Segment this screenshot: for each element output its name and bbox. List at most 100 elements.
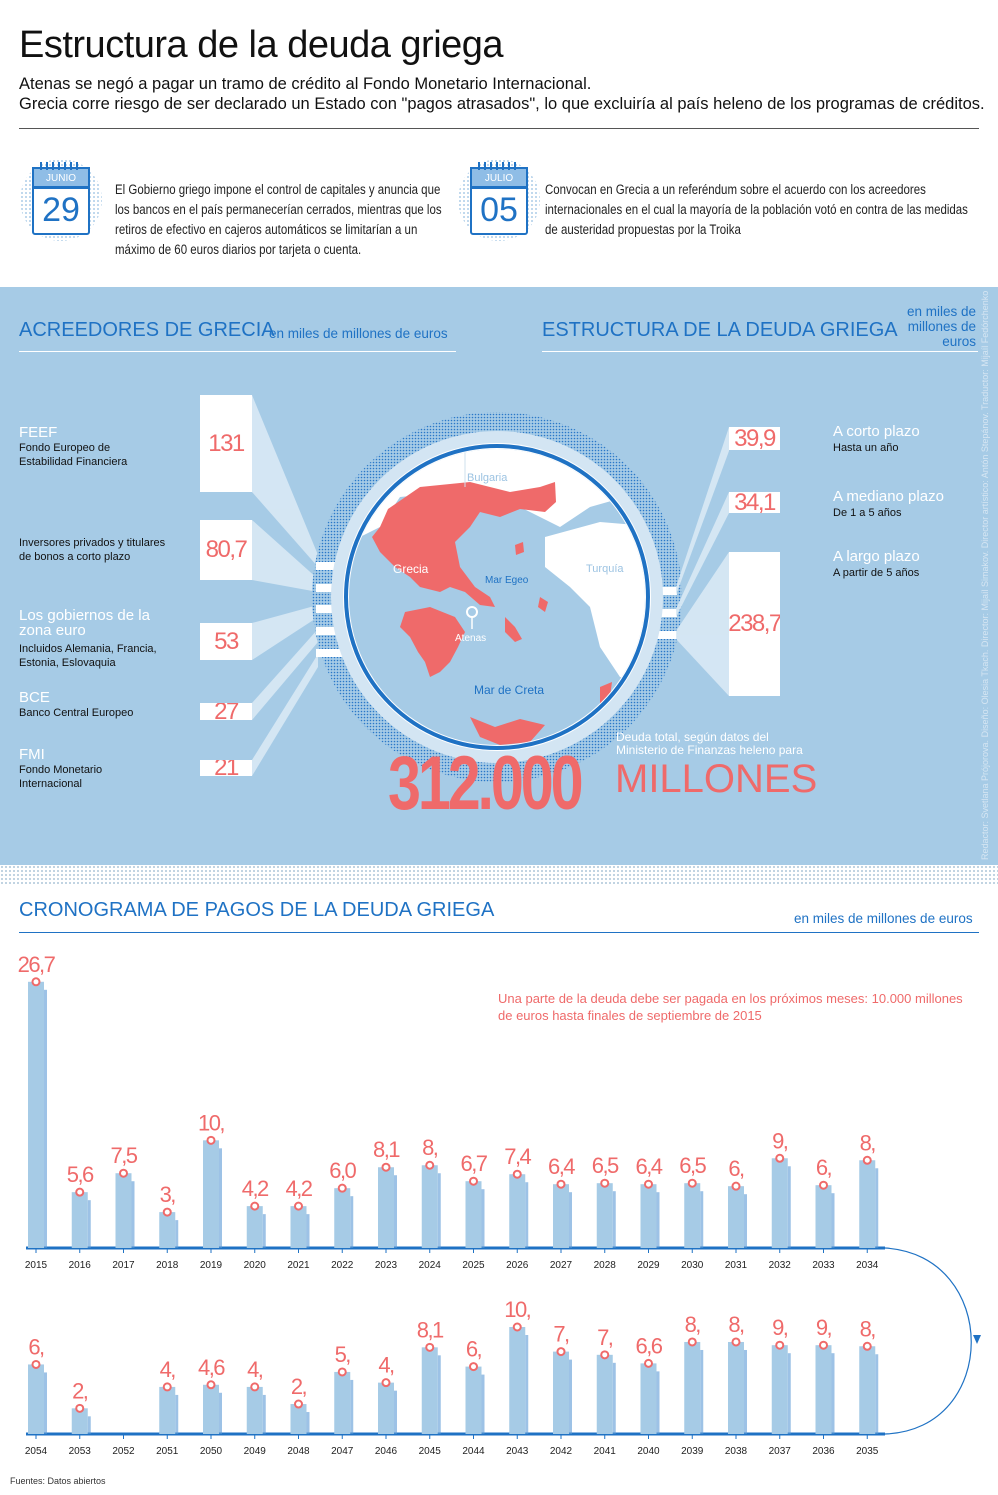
bar-shadow <box>656 1371 660 1434</box>
chart-annotation: Una parte de la deuda debe ser pagada en… <box>498 991 963 1023</box>
bar <box>203 1140 219 1248</box>
bar-shadow <box>262 1214 266 1248</box>
creditor-value: 27 <box>200 703 252 720</box>
value-label: 5,6 <box>67 1162 94 1187</box>
divider <box>19 128 979 129</box>
bar <box>71 1408 88 1434</box>
value-label: 7,5 <box>110 1143 137 1168</box>
bar <box>859 1346 876 1434</box>
year-label: 2022 <box>331 1260 354 1271</box>
bar-shadow <box>481 1189 485 1248</box>
map-and-funnels: Bulgaria Grecia Mar Egeo Turquía Atenas … <box>252 395 729 782</box>
bar-shadow <box>787 1353 791 1434</box>
bar-shadow <box>656 1192 660 1248</box>
bar <box>771 1345 788 1434</box>
event-text: El Gobierno griego impone el control de … <box>115 182 442 257</box>
year-label: 2048 <box>287 1446 310 1457</box>
bar <box>771 1158 788 1248</box>
total-note: Deuda total, según datos del Ministerio … <box>616 730 803 757</box>
value-label: 7, <box>553 1322 569 1347</box>
bar <box>553 1184 569 1248</box>
value-label: 2, <box>291 1374 307 1399</box>
value-label: 7, <box>597 1325 613 1350</box>
bar <box>334 1188 351 1248</box>
value-label: 8, <box>860 1316 876 1341</box>
value-label: 4, <box>247 1357 263 1382</box>
creditor-value: 21 <box>200 760 252 776</box>
value-label: 9, <box>816 1315 832 1340</box>
bar <box>728 1186 744 1248</box>
bar-point <box>819 1180 828 1190</box>
year-label: 2023 <box>375 1260 398 1271</box>
calendar-month: JUNIO <box>46 173 76 184</box>
year-label: 2017 <box>112 1260 135 1271</box>
bar-point <box>75 1403 85 1413</box>
bar-point <box>425 1342 435 1352</box>
bar-point <box>862 1155 872 1165</box>
bar-point <box>381 1378 391 1388</box>
year-label: 2049 <box>244 1446 267 1457</box>
year-label: 2043 <box>506 1446 529 1457</box>
greece-shape <box>372 482 556 607</box>
bar <box>246 1206 263 1248</box>
bar-point <box>294 1399 303 1409</box>
chart-title: CRONOGRAMA DE PAGOS DE LA DEUDA GRIEGA <box>19 899 495 921</box>
year-label: 2046 <box>375 1446 398 1457</box>
value-label: 2, <box>72 1378 88 1403</box>
value-label: 4, <box>160 1357 176 1382</box>
year-label: 2020 <box>244 1260 267 1271</box>
bar-shadow <box>525 1182 529 1248</box>
value-label: 4,2 <box>285 1176 312 1201</box>
creditor-desc: Incluidos Alemania, Francia, Estonia, Es… <box>19 643 157 669</box>
bar-shadow <box>437 1173 441 1248</box>
value-label: 8, <box>422 1135 438 1160</box>
bar <box>421 1347 438 1434</box>
structure-desc: A partir de 5 años <box>833 567 920 579</box>
value-label: 8, <box>860 1130 876 1155</box>
bar-point <box>206 1380 216 1390</box>
value-label: 6,4 <box>548 1154 575 1179</box>
year-label: 2026 <box>506 1260 529 1271</box>
bar-shadow <box>612 1362 616 1434</box>
bar-shadow <box>831 1353 835 1434</box>
value-label: 6,6 <box>635 1333 662 1358</box>
value-label: 7,4 <box>504 1144 531 1169</box>
continuation-arrow <box>884 1247 972 1435</box>
value-label: 6, <box>28 1334 44 1359</box>
structure-desc: Hasta un año <box>833 442 899 454</box>
value-label: 8,1 <box>417 1317 444 1342</box>
value-label: 4,2 <box>242 1176 269 1201</box>
value-label: 4,6 <box>198 1355 225 1380</box>
bar-point <box>250 1201 260 1211</box>
map-label-grecia: Grecia <box>393 562 429 576</box>
bar <box>71 1192 88 1248</box>
bar <box>290 1206 307 1248</box>
year-label: 2032 <box>769 1260 792 1271</box>
year-label: 2042 <box>550 1446 573 1457</box>
bar <box>640 1363 657 1434</box>
structure-divider <box>542 351 978 352</box>
bar <box>509 1327 526 1434</box>
bar <box>115 1173 132 1248</box>
creditor-desc: Fondo Monetario Internacional <box>19 764 103 790</box>
creditor-name: BCE <box>19 689 50 706</box>
chart-divider <box>19 932 979 933</box>
value-label: 8, <box>728 1312 744 1337</box>
creditor-value: 131 <box>200 395 252 492</box>
bar <box>465 1181 482 1248</box>
bar <box>421 1165 438 1248</box>
payment-schedule-chart: 2015 26,7 2016 5,6 2017 7,5 2018 3, 2019 10, 2020 4… <box>18 952 981 1457</box>
source-note: Fuentes: Datos abiertos <box>10 1476 106 1486</box>
creditor-desc: Banco Central Europeo <box>19 707 134 719</box>
bar-point <box>819 1340 828 1350</box>
bar-point <box>162 1207 172 1217</box>
bar-shadow <box>700 1349 704 1434</box>
value-label: 9, <box>772 1315 788 1340</box>
subtitle-line-1: Atenas se negó a pagar un tramo de crédi… <box>19 75 592 93</box>
page-title: Estructura de la deuda griega <box>19 24 504 66</box>
bar <box>815 1185 832 1248</box>
value-label: 4, <box>378 1353 394 1378</box>
bar <box>246 1386 263 1434</box>
year-label: 2019 <box>200 1260 223 1271</box>
bar-shadow <box>87 1200 91 1248</box>
